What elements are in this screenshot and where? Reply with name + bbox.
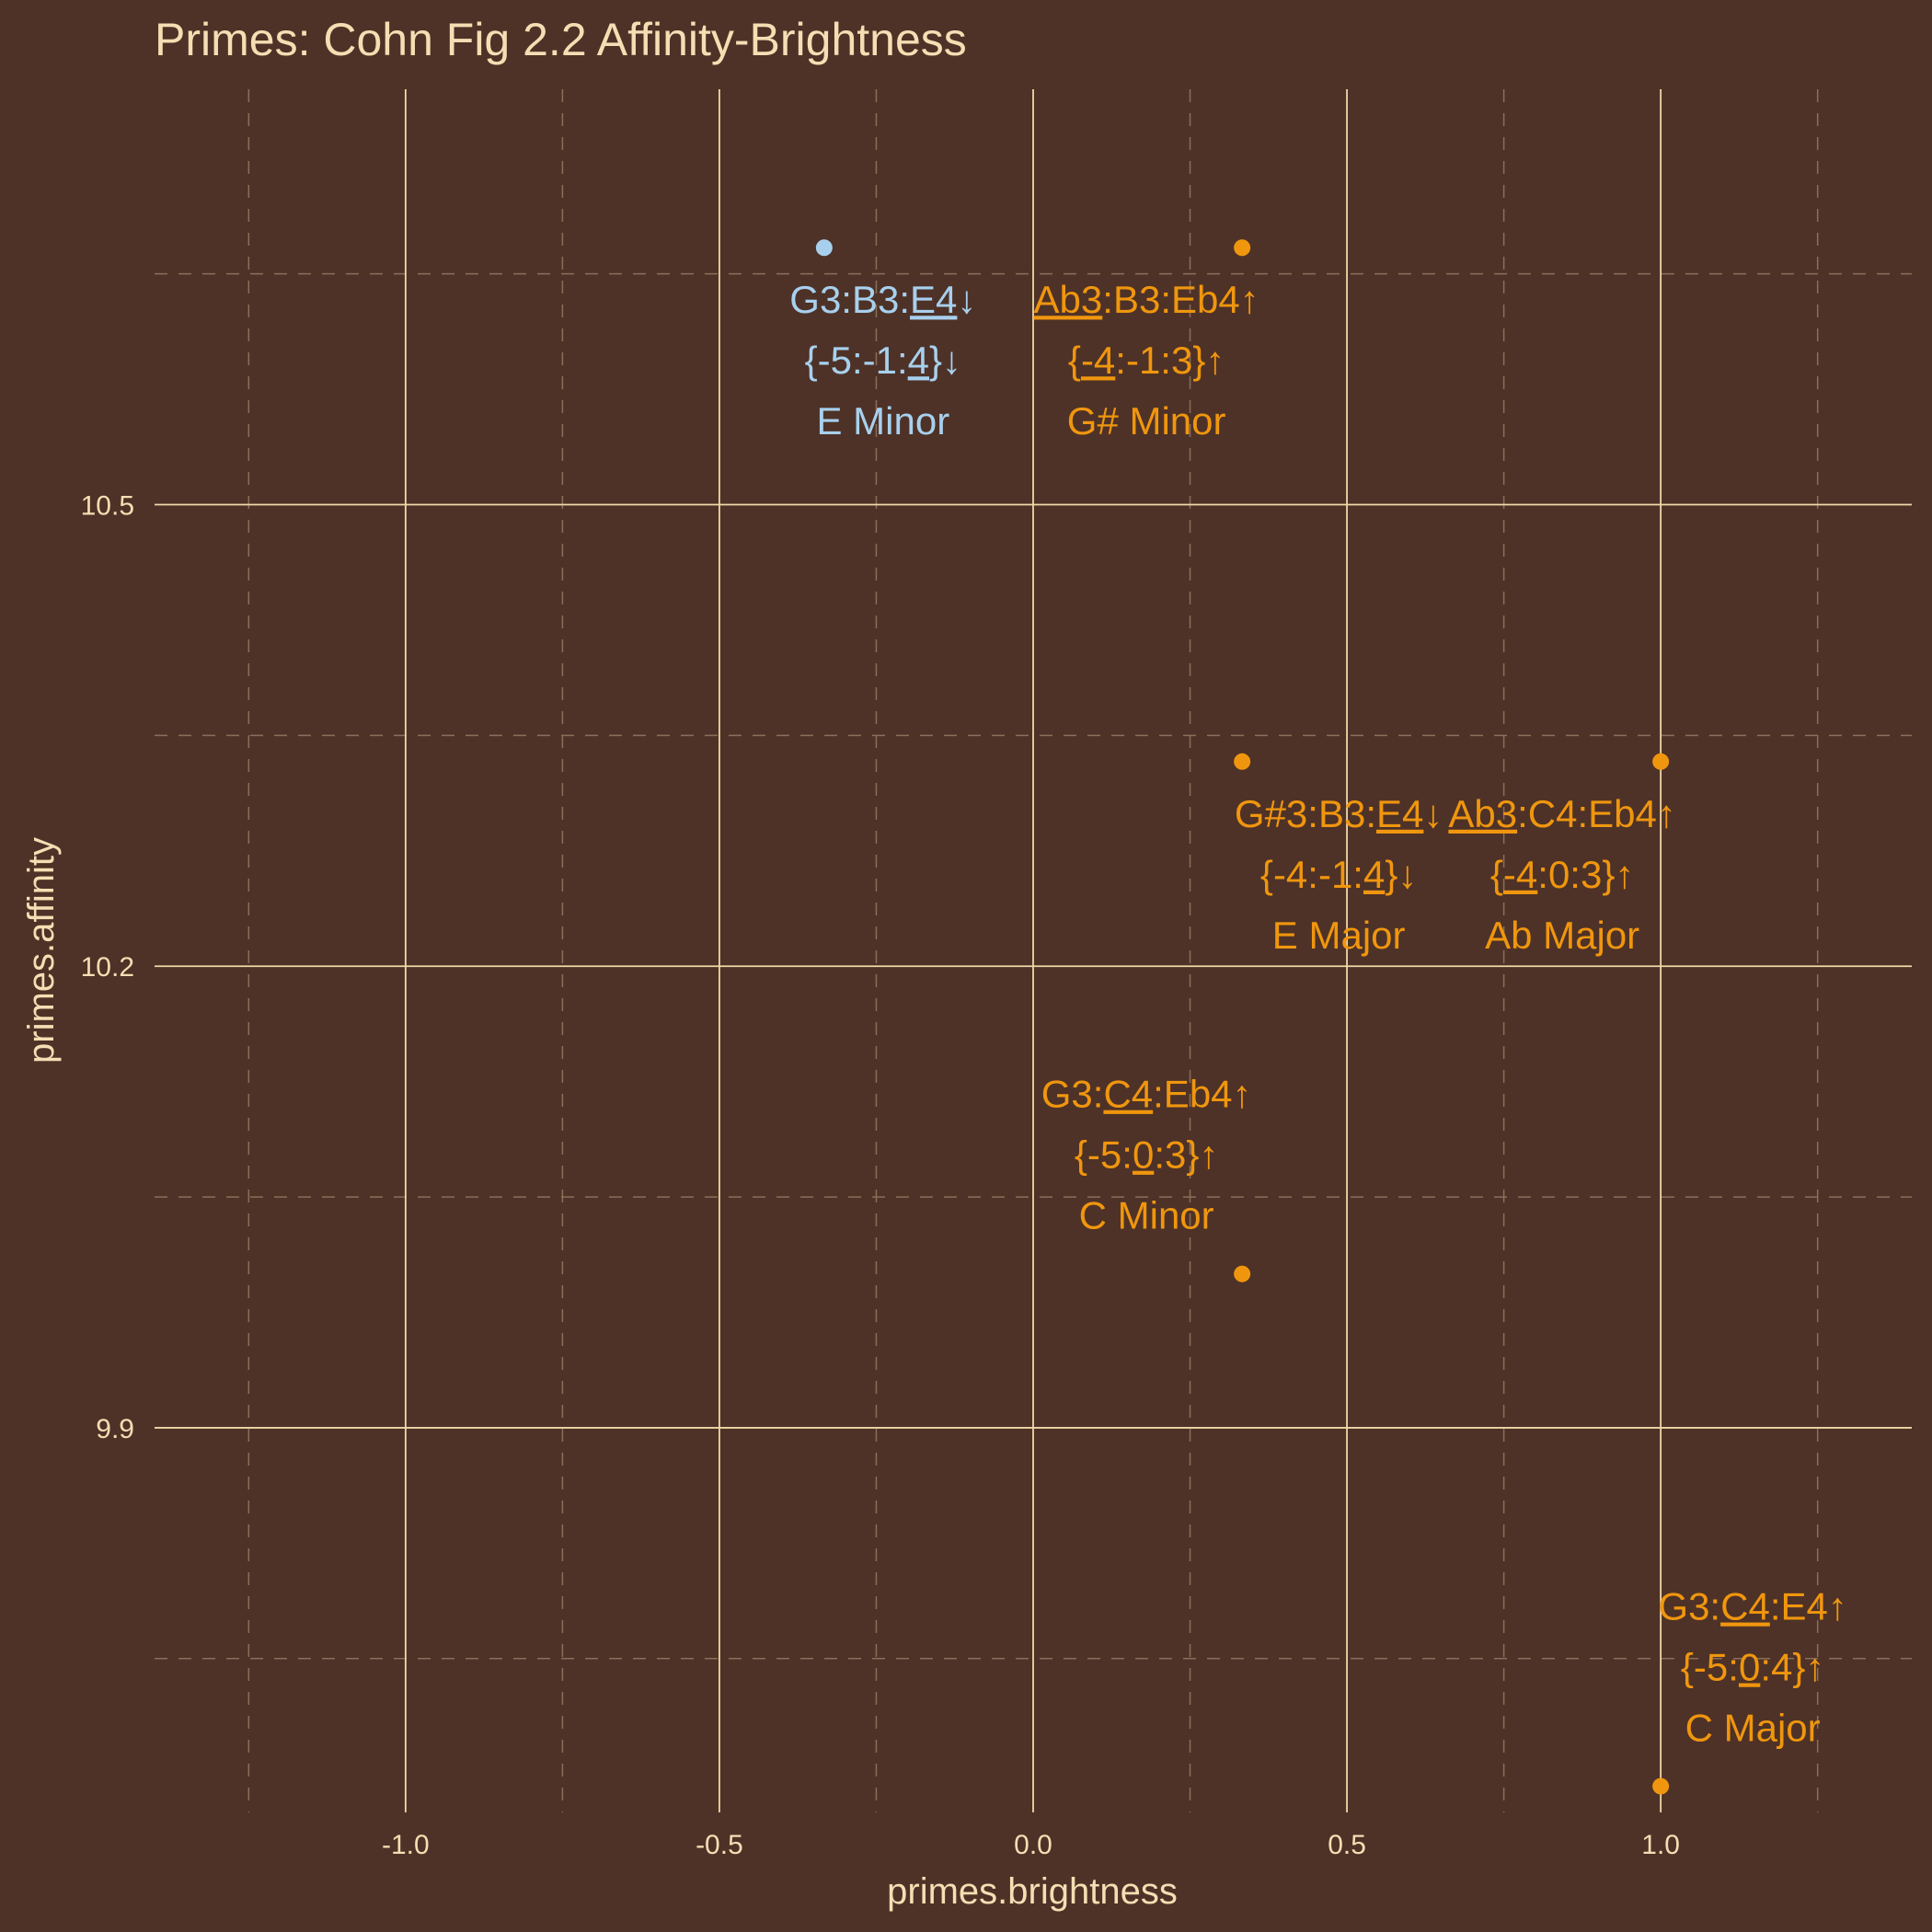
- point-label-line: E Major: [1272, 914, 1406, 957]
- point-label-line: {-4:-1:3}↑: [1068, 339, 1225, 382]
- point-label-line: Ab Major: [1485, 914, 1639, 957]
- point-label-line: G# Minor: [1067, 399, 1226, 443]
- point-label-line: G#3:B3:E4↓: [1235, 792, 1443, 835]
- chart-title: Primes: Cohn Fig 2.2 Affinity-Brightness: [155, 14, 967, 65]
- tick-labels: -1.0 -0.5 0.0 0.5 1.0 9.9 10.2 10.5: [81, 491, 1680, 1860]
- data-point: [1652, 753, 1670, 770]
- point-labels: G3:B3:E4↓ {-5:-1:4}↓ E Minor Ab3:B3:Eb4↑ {-4…: [789, 278, 1847, 1749]
- point-label-line: Ab3:C4:Eb4↑: [1448, 792, 1676, 835]
- x-tick-label: -1.0: [382, 1830, 430, 1860]
- point-label: G#3:B3:E4↓ {-4:-1:4}↓ E Major: [1235, 792, 1443, 957]
- point-label-line: G3:C4:E4↑: [1658, 1585, 1846, 1628]
- point-label: G3:B3:E4↓ {-5:-1:4}↓ E Minor: [789, 278, 976, 443]
- x-tick-label: -0.5: [696, 1830, 743, 1860]
- point-label-line: Ab3:B3:Eb4↑: [1034, 278, 1259, 321]
- data-points: [815, 239, 1670, 1795]
- x-tick-label: 0.0: [1014, 1830, 1052, 1860]
- point-label-line: C Major: [1685, 1707, 1821, 1750]
- point-label-line: G3:C4:Eb4↑: [1041, 1073, 1252, 1116]
- point-label-line: C Minor: [1079, 1194, 1214, 1237]
- point-label-line: {-4:0:3}↑: [1490, 853, 1634, 896]
- y-tick-label: 10.5: [81, 491, 134, 522]
- data-point: [1652, 1777, 1670, 1795]
- point-label: Ab3:B3:Eb4↑ {-4:-1:3}↑ G# Minor: [1034, 278, 1259, 443]
- point-label-line: {-5:0:4}↑: [1681, 1646, 1824, 1689]
- x-tick-label: 1.0: [1641, 1830, 1680, 1860]
- point-label-line: {-5:0:3}↑: [1075, 1133, 1218, 1177]
- y-axis-title: primes.affinity: [21, 837, 62, 1064]
- grid-lines: [155, 89, 1912, 1812]
- point-label-line: G3:B3:E4↓: [789, 278, 976, 321]
- y-tick-label: 10.2: [81, 952, 134, 983]
- point-label: Ab3:C4:Eb4↑ {-4:0:3}↑ Ab Major: [1448, 792, 1676, 957]
- x-axis-title: primes.brightness: [887, 1871, 1178, 1912]
- x-tick-label: 0.5: [1328, 1830, 1366, 1860]
- point-label: G3:C4:Eb4↑ {-5:0:3}↑ C Minor: [1041, 1073, 1252, 1237]
- point-label-line: {-4:-1:4}↓: [1260, 853, 1417, 896]
- y-tick-label: 9.9: [96, 1414, 134, 1444]
- data-point: [1234, 239, 1251, 257]
- point-label-line: {-5:-1:4}↓: [805, 339, 961, 382]
- data-point: [1234, 753, 1251, 770]
- point-label: G3:C4:E4↑ {-5:0:4}↑ C Major: [1658, 1585, 1846, 1750]
- point-label-line: E Minor: [816, 399, 949, 443]
- data-point: [815, 239, 833, 257]
- data-point: [1234, 1265, 1251, 1282]
